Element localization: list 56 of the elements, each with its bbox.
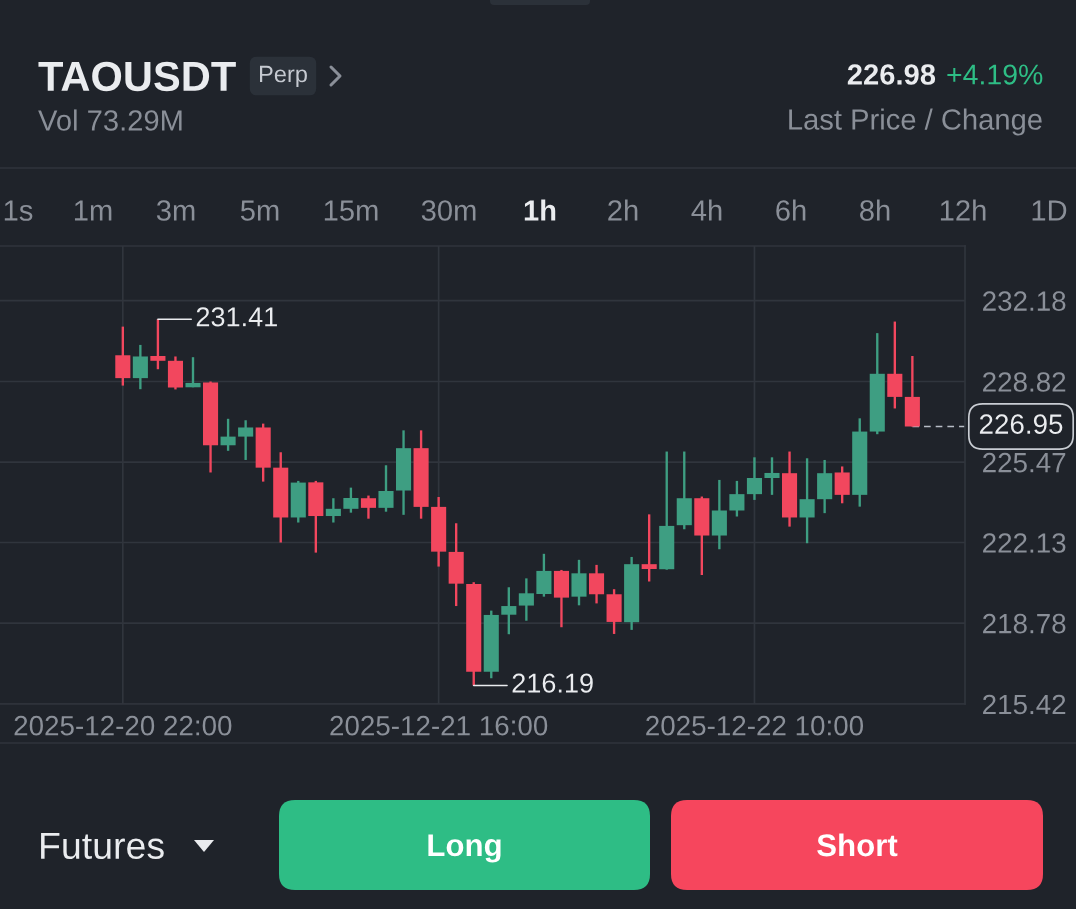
y-tick-label: 228.82 — [983, 372, 1066, 392]
text: 1s — [4, 200, 33, 221]
y-tick-label: 222.13 — [983, 533, 1066, 553]
text: 15m — [324, 200, 378, 221]
text: 6h — [776, 199, 806, 221]
text: 8h — [860, 199, 890, 221]
candlestick — [746, 456, 762, 502]
chart-subtitle: Vol 73.29M — [38, 109, 182, 131]
text: Futures — [41, 832, 164, 860]
candlestick — [571, 558, 587, 607]
candlestick — [589, 563, 605, 605]
x-tick-label: 2025-12-21 16:00 — [330, 715, 548, 736]
candlestick — [641, 513, 657, 583]
x-tick-label: 2025-12-20 22:00 — [14, 715, 232, 736]
text: 1h — [524, 199, 556, 221]
text: 1D — [1032, 200, 1067, 221]
annotation: 231.41 — [196, 307, 277, 327]
candlestick — [220, 417, 236, 452]
text: 226.98 — [847, 64, 936, 85]
candlestick — [764, 456, 780, 497]
candlestick — [115, 325, 131, 387]
candlestick — [536, 552, 552, 598]
text: 30m — [421, 200, 476, 221]
text: 12h — [940, 199, 986, 221]
candlestick — [325, 497, 341, 524]
text: Short — [817, 833, 898, 857]
text: Long — [428, 834, 501, 863]
candlestick — [378, 464, 394, 513]
candlestick — [887, 320, 903, 410]
candlestick — [343, 486, 359, 514]
text: 3m — [156, 200, 195, 221]
chart-title: TAOUSDT — [38, 61, 236, 92]
y-tick-label: 225.47 — [983, 452, 1066, 473]
candlestick — [834, 465, 850, 505]
text: 2h — [608, 199, 638, 221]
text: Perp — [260, 65, 307, 87]
candlestick — [360, 494, 376, 520]
candlestick — [185, 356, 201, 389]
text: 1m — [74, 200, 112, 221]
text: 4h — [691, 199, 722, 221]
text: 5m — [240, 200, 279, 221]
candlestick — [132, 343, 148, 391]
candlestick — [799, 457, 815, 545]
candlestick — [501, 586, 517, 636]
text: Last Price / Change — [789, 108, 1042, 136]
annotation: 216.19 — [512, 673, 593, 693]
y-tick-label: 215.42 — [983, 694, 1066, 715]
candlestick — [518, 577, 534, 622]
candlestick — [150, 317, 166, 371]
y-tick-label: 232.18 — [983, 291, 1066, 311]
ref-line-label: 226.95 — [979, 414, 1063, 434]
text: +4.19% — [947, 64, 1043, 85]
candlestick — [729, 479, 745, 518]
y-tick-label: 218.78 — [983, 613, 1066, 634]
x-tick-label: 2025-12-22 10:00 — [646, 715, 864, 736]
candlestick — [238, 419, 254, 462]
